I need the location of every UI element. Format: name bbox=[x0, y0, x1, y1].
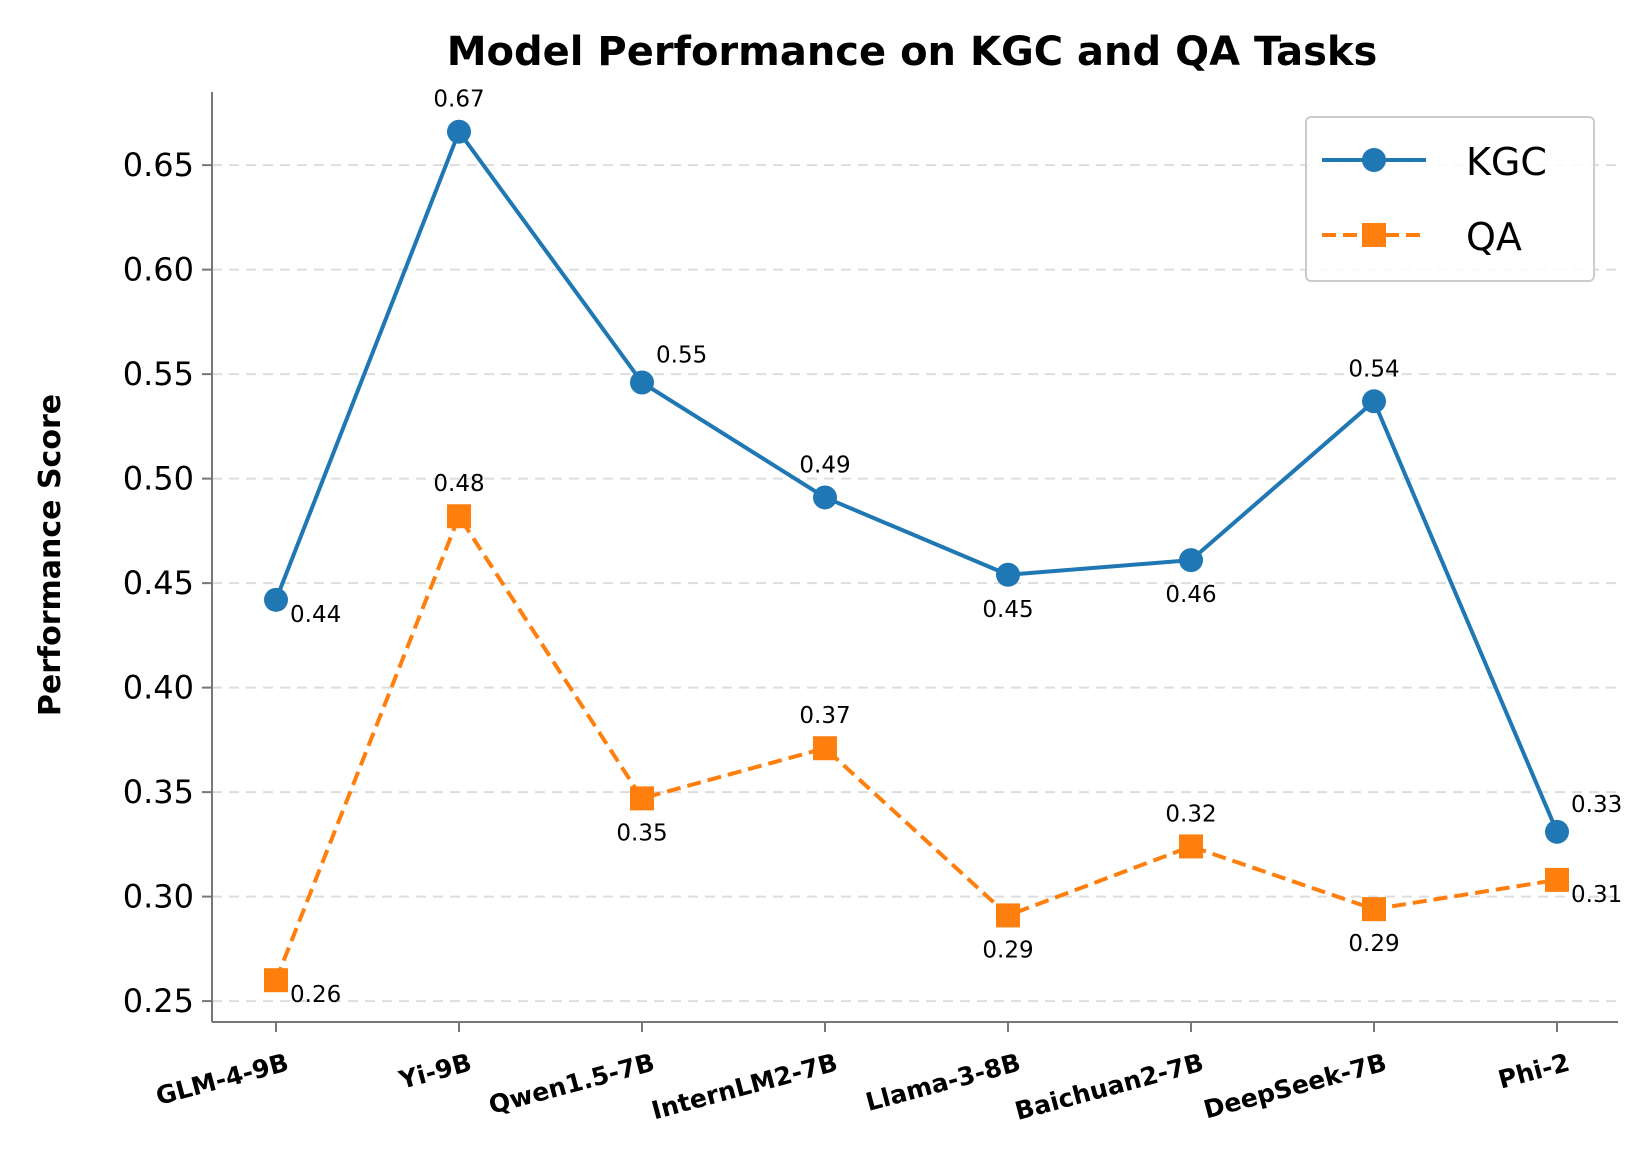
data-point-kgc bbox=[630, 370, 654, 395]
data-point-kgc bbox=[447, 119, 471, 144]
data-point-qa bbox=[447, 504, 471, 529]
data-label-qa: 0.29 bbox=[982, 937, 1033, 963]
data-label-qa: 0.31 bbox=[1571, 882, 1622, 908]
legend-kgc-label: KGC bbox=[1466, 140, 1547, 184]
y-ticks: 0.25 0.30 0.35 0.40 0.45 0.50 0.55 0.60 0.65 bbox=[123, 146, 212, 1020]
x-tick-label: Yi-9B bbox=[395, 1048, 474, 1095]
data-point-qa bbox=[813, 736, 837, 761]
legend-qa-marker bbox=[1362, 223, 1386, 247]
data-labels: 0.44 0.67 0.55 0.49 0.45 0.46 0.54 0.33 0.26 0.48… bbox=[290, 87, 1622, 1008]
data-label-kgc: 0.54 bbox=[1348, 356, 1399, 382]
axes bbox=[211, 92, 1618, 1023]
legend-qa-label: QA bbox=[1466, 215, 1522, 259]
data-label-kgc: 0.67 bbox=[433, 87, 484, 113]
data-label-kgc: 0.44 bbox=[290, 602, 341, 628]
x-tick-label: InternLM2-7B bbox=[648, 1048, 840, 1125]
data-point-qa bbox=[1179, 834, 1203, 859]
y-tick-label: 0.35 bbox=[123, 773, 194, 811]
data-label-qa: 0.29 bbox=[1348, 931, 1399, 957]
y-tick-label: 0.40 bbox=[123, 669, 194, 707]
y-axis-label: Performance Score bbox=[33, 394, 68, 716]
legend-kgc-marker bbox=[1362, 148, 1386, 172]
x-tick-label: GLM-4-9B bbox=[153, 1048, 292, 1111]
chart-title: Model Performance on KGC and QA Tasks bbox=[447, 29, 1378, 75]
data-label-kgc: 0.33 bbox=[1571, 792, 1622, 818]
data-point-kgc bbox=[996, 562, 1020, 587]
data-point-kgc bbox=[1179, 548, 1203, 573]
data-point-kgc bbox=[813, 485, 837, 510]
data-label-kgc: 0.46 bbox=[1165, 582, 1216, 608]
data-point-qa bbox=[264, 968, 288, 993]
data-label-qa: 0.37 bbox=[799, 703, 850, 729]
data-label-kgc: 0.55 bbox=[656, 342, 707, 368]
data-point-qa bbox=[1362, 897, 1386, 922]
x-tick-label: Baichuan2-7B bbox=[1012, 1048, 1207, 1126]
data-point-qa bbox=[996, 903, 1020, 928]
y-tick-label: 0.60 bbox=[123, 251, 194, 289]
x-tick-label: Qwen1.5-7B bbox=[486, 1048, 658, 1120]
y-tick-label: 0.30 bbox=[123, 878, 194, 916]
data-label-qa: 0.26 bbox=[290, 982, 341, 1008]
series bbox=[264, 119, 1569, 993]
y-tick-label: 0.25 bbox=[123, 982, 194, 1020]
series-line-kgc bbox=[274, 129, 1559, 833]
data-point-qa bbox=[630, 786, 654, 811]
legend-frame bbox=[1305, 116, 1595, 282]
x-tick-label: DeepSeek-7B bbox=[1201, 1048, 1390, 1125]
data-label-qa: 0.32 bbox=[1165, 801, 1216, 827]
data-point-kgc bbox=[264, 587, 288, 612]
x-tick-label: Llama-3-8B bbox=[863, 1048, 1024, 1117]
y-tick-label: 0.50 bbox=[123, 460, 194, 498]
y-tick-label: 0.55 bbox=[123, 355, 194, 393]
data-label-qa: 0.35 bbox=[616, 820, 667, 846]
y-tick-label: 0.65 bbox=[123, 146, 194, 184]
legend: KGC QA bbox=[1305, 116, 1595, 282]
data-point-kgc bbox=[1545, 819, 1569, 844]
data-label-kgc: 0.49 bbox=[799, 452, 850, 478]
series-line-qa bbox=[274, 514, 1558, 981]
data-point-qa bbox=[1545, 867, 1569, 892]
x-tick-label: Phi-2 bbox=[1495, 1048, 1573, 1095]
data-point-kgc bbox=[1362, 389, 1386, 414]
y-tick-label: 0.45 bbox=[123, 564, 194, 602]
data-label-qa: 0.48 bbox=[433, 471, 484, 497]
grid-lines bbox=[212, 164, 1618, 1003]
data-label-kgc: 0.45 bbox=[982, 597, 1033, 623]
